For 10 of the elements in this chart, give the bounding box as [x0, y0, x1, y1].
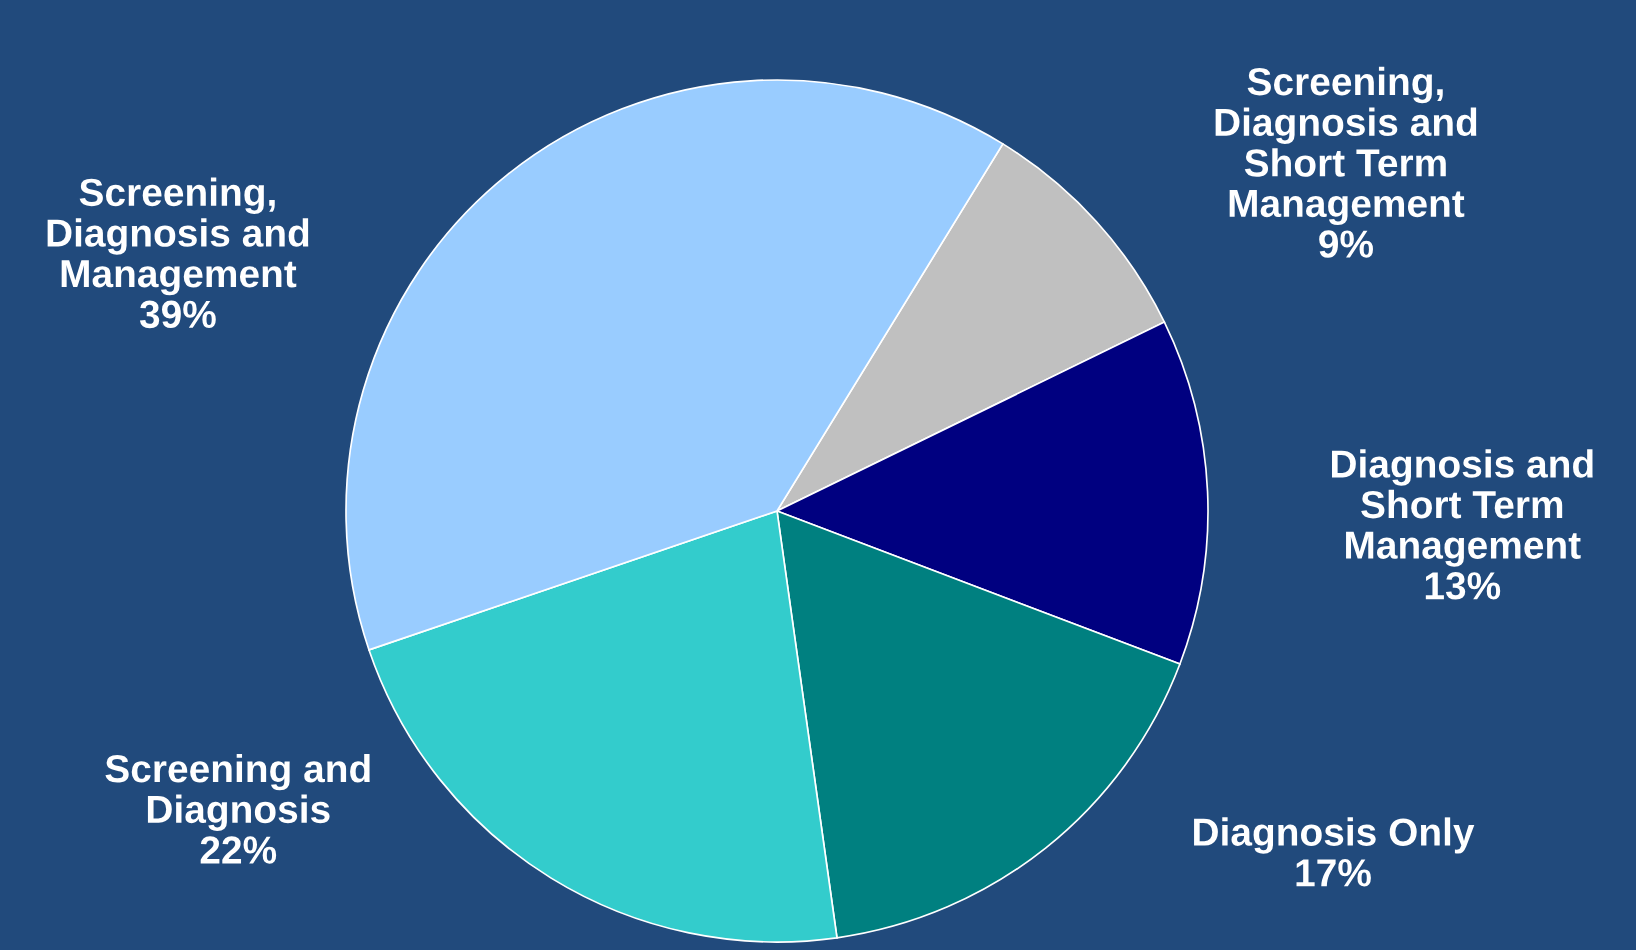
data-label: 13% [1425, 572, 1501, 600]
slice-label: Screening, Diagnosis and Management [47, 177, 309, 296]
data-label: 9% [1319, 230, 1373, 258]
data-label: 17% [1296, 859, 1371, 887]
slice-label: Screening and Diagnosis [105, 753, 370, 831]
slice-label: Diagnosis and Short Term Management [1332, 449, 1593, 567]
data-label: 39% [139, 300, 216, 329]
slice-label: Diagnosis Only [1194, 817, 1475, 854]
data-label: 22% [200, 836, 277, 864]
slice-label: Screening, Diagnosis and Short Term Management [1215, 66, 1477, 226]
